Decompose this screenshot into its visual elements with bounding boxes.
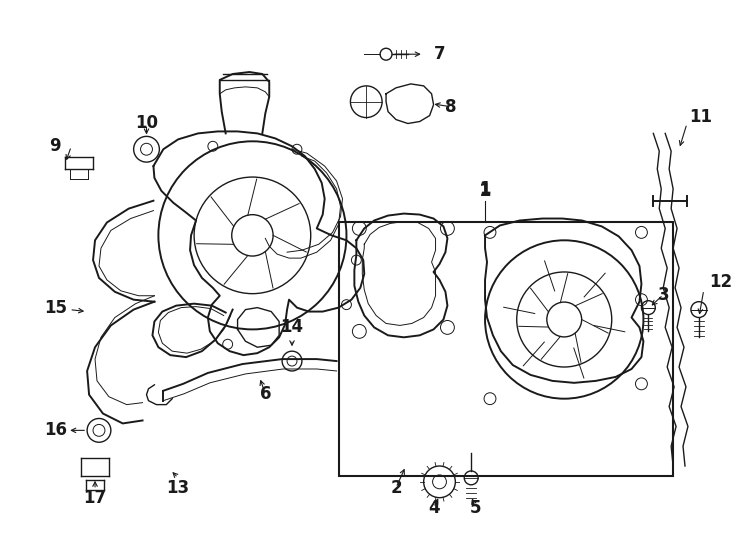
Text: 10: 10 (135, 114, 158, 132)
Text: 11: 11 (689, 107, 712, 126)
Text: 7: 7 (434, 45, 446, 63)
Bar (338, 222, 673, 476)
Text: 12: 12 (709, 273, 732, 291)
Text: 14: 14 (280, 319, 304, 336)
Text: 1: 1 (479, 180, 491, 198)
Text: 5: 5 (469, 498, 481, 517)
Text: 9: 9 (50, 137, 61, 156)
Text: 4: 4 (428, 498, 440, 517)
Text: 2: 2 (390, 479, 401, 497)
Text: 3: 3 (658, 286, 669, 303)
Text: 15: 15 (44, 299, 67, 316)
Text: 16: 16 (44, 421, 67, 440)
Text: 1: 1 (479, 182, 491, 200)
Text: 13: 13 (167, 479, 190, 497)
Text: 17: 17 (84, 489, 106, 507)
Text: 8: 8 (445, 98, 456, 116)
Text: 6: 6 (260, 384, 271, 403)
